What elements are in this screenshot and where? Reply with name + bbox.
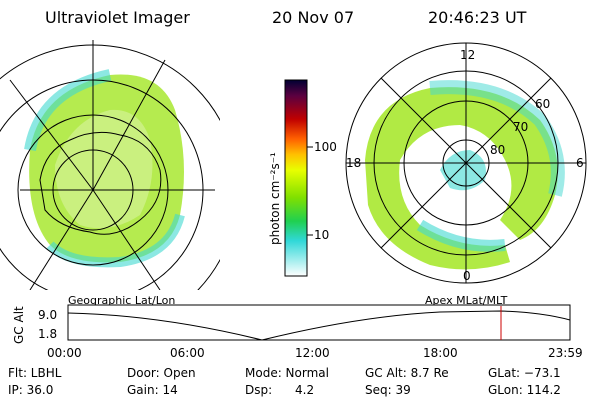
mlt-label-0: 0 (463, 269, 471, 283)
time-tick-1200: 12:00 (295, 346, 330, 360)
geographic-auroral-map (0, 40, 220, 290)
intensity-colorbar (284, 79, 313, 277)
mlat-label-70: 70 (513, 120, 529, 134)
mlt-label-18: 18 (346, 156, 362, 170)
time-tick-0600: 06:00 (170, 346, 205, 360)
gc-alt-value: GC Alt: 8.7 Re (365, 366, 449, 380)
altitude-curve (67, 310, 571, 341)
filter-value: Flt: LBHL (8, 366, 62, 380)
alt-tick-1.8: 1.8 (38, 327, 58, 341)
gain-value: Gain: 14 (127, 383, 178, 397)
instrument-title: Ultraviolet Imager (45, 8, 190, 27)
ip-value: IP: 36.0 (8, 383, 54, 397)
alt-axis-label: GC Alt (12, 306, 26, 344)
colorbar-tick-10: 10 (314, 228, 330, 242)
glon-value: GLon: 114.2 (488, 383, 561, 397)
glat-value: GLat: −73.1 (488, 366, 561, 380)
apex-polar-plot (345, 42, 587, 284)
continent-outline (39, 131, 162, 235)
mlt-label-6: 6 (576, 156, 584, 170)
mlat-label-60: 60 (535, 97, 551, 111)
time-tick-2359: 23:59 (548, 346, 583, 360)
colorbar-tick-100: 100 (314, 140, 337, 154)
alt-tick-9: 9.0 (38, 308, 58, 322)
right-map-label: Apex MLat/MLT (425, 294, 508, 307)
observation-date: 20 Nov 07 (272, 8, 355, 27)
dsp-value: Dsp: 4.2 (245, 383, 315, 397)
time-tick-0000: 00:00 (47, 346, 82, 360)
mlat-label-80: 80 (490, 143, 506, 157)
mlt-label-12: 12 (460, 48, 476, 62)
left-map-label: Geographic Lat/Lon (68, 294, 176, 307)
auroral-emission-right (365, 87, 558, 270)
mode-value: Mode: Normal (245, 366, 329, 380)
seq-value: Seq: 39 (365, 383, 411, 397)
observation-time: 20:46:23 UT (428, 8, 527, 27)
time-tick-1800: 18:00 (423, 346, 458, 360)
door-value: Door: Open (127, 366, 196, 380)
